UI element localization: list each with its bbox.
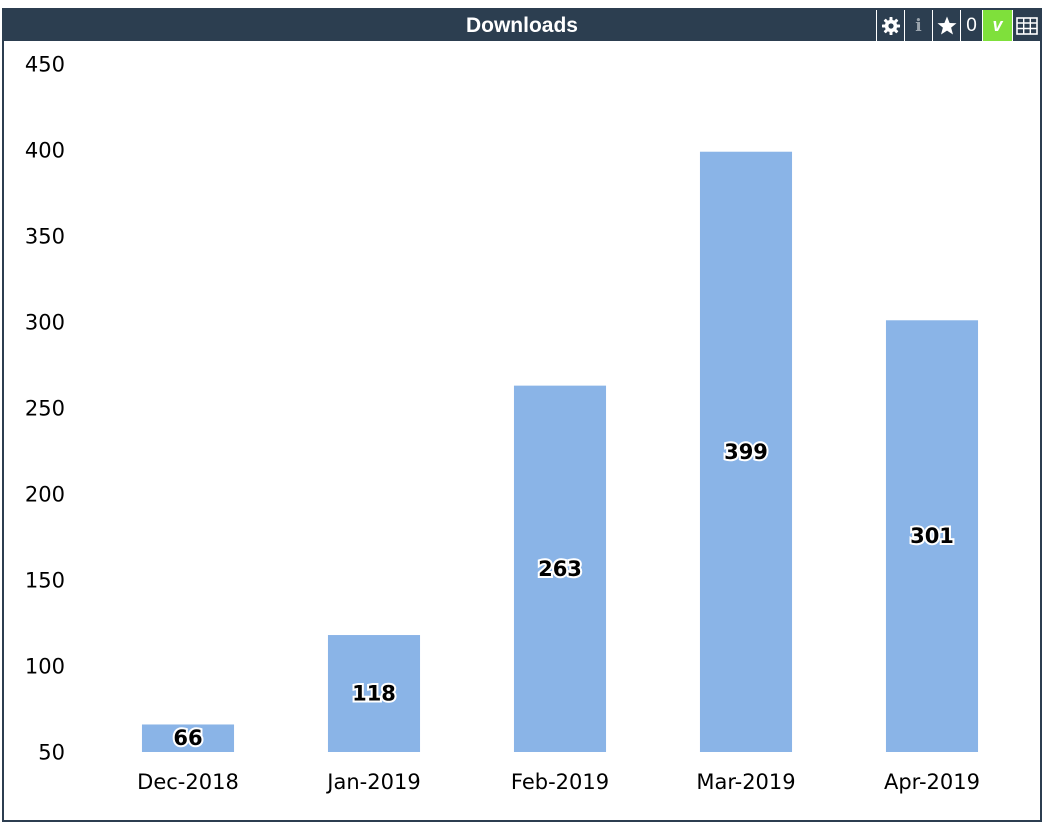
bar[interactable] [885,320,979,752]
info-button[interactable]: i [904,10,932,41]
bars [141,151,979,753]
settings-button[interactable] [876,10,904,41]
star-icon [937,16,956,34]
y-tick-label: 350 [25,225,65,249]
y-tick-label: 50 [38,741,65,765]
y-tick-label: 150 [25,569,65,593]
info-icon: i [915,15,922,36]
y-tick-label: 100 [25,655,65,679]
y-axis-ticks: 50 100 150 200 250 300 350 400 450 [25,53,65,765]
y-tick-label: 300 [25,311,65,335]
bar-value-label: 263 [538,557,582,581]
y-tick-label: 450 [25,53,65,77]
bar-value-labels: 66 118 263 399 301 [171,438,956,752]
bar[interactable] [513,385,607,752]
x-tick-label: Dec-2018 [137,770,239,794]
panel-toolbar: i 0 v [876,10,1040,41]
x-tick-label: Jan-2019 [325,770,420,794]
y-tick-label: 400 [25,139,65,163]
x-axis-ticks: Dec-2018 Jan-2019 Feb-2019 Mar-2019 Apr-2019 [137,770,980,794]
bar[interactable] [141,724,235,752]
v-button[interactable]: v [982,10,1012,41]
y-tick-label: 250 [25,397,65,421]
bar[interactable] [699,151,793,753]
table-view-button[interactable] [1012,10,1040,41]
panel-title: Downloads [465,14,578,37]
star-count: 0 [960,10,982,41]
gear-icon [881,16,900,35]
y-tick-label: 200 [25,483,65,507]
x-tick-label: Feb-2019 [511,770,609,794]
bar-value-label: 301 [910,524,954,548]
star-button[interactable] [932,10,960,41]
x-tick-label: Mar-2019 [696,770,795,794]
table-icon [1015,16,1038,35]
bar-value-label: 399 [724,440,768,464]
x-tick-label: Apr-2019 [884,770,980,794]
bar-value-label: 66 [173,726,202,750]
bar[interactable] [327,635,421,752]
panel-header: Downloads i [4,10,1040,41]
bar-value-label: 118 [352,682,396,706]
